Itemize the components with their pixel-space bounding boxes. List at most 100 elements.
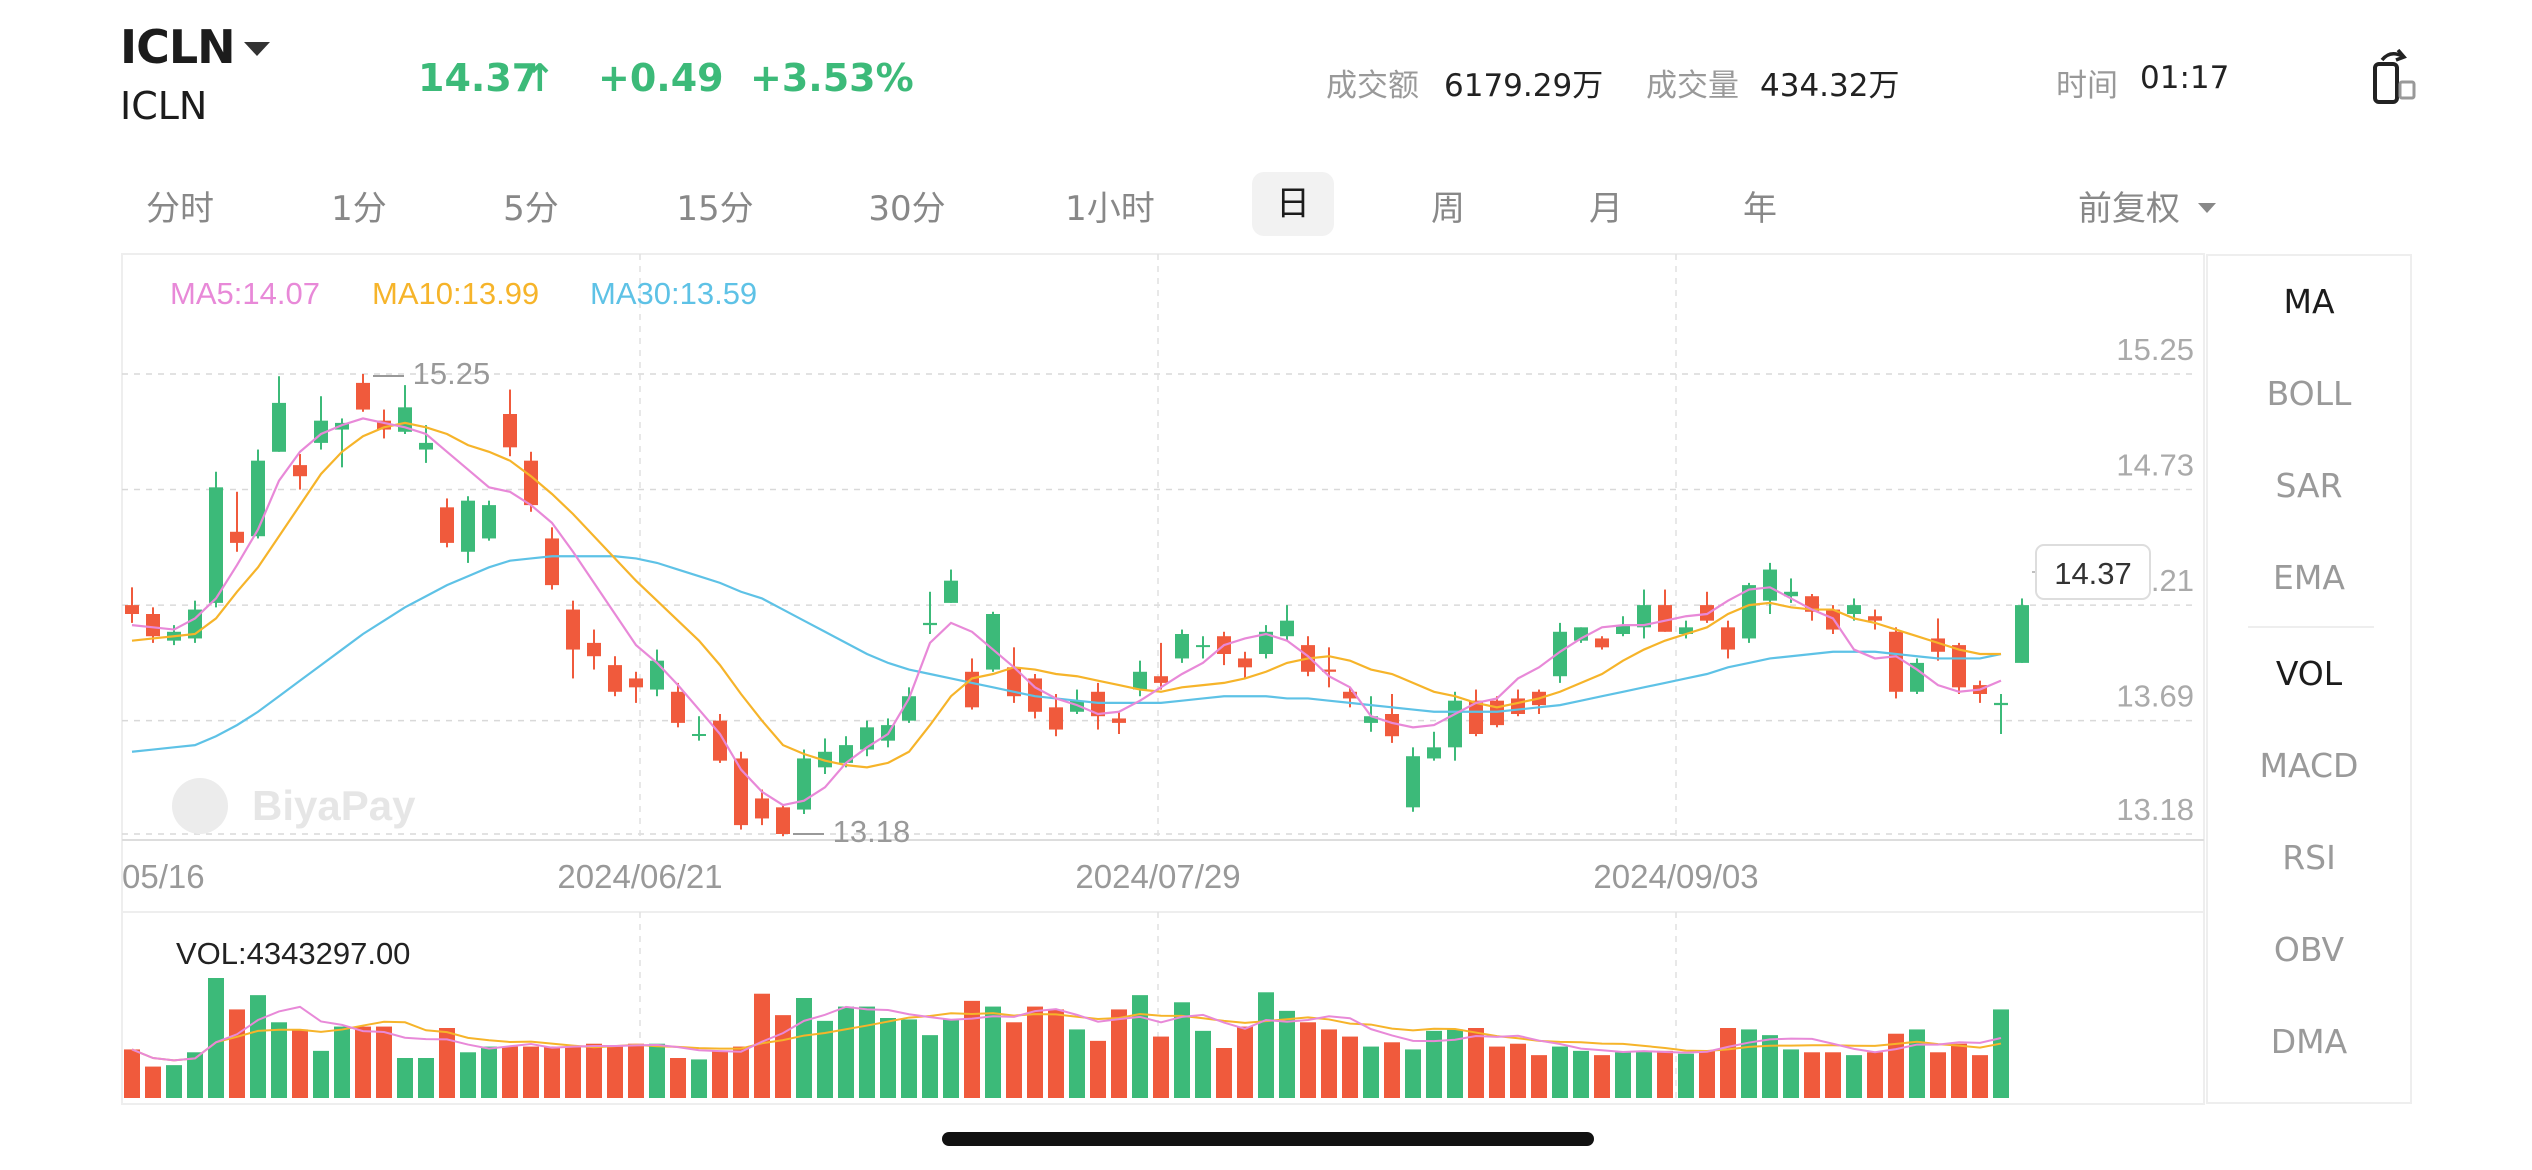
tab-30min[interactable]: 30分 [868,189,946,229]
tab-5min[interactable]: 5分 [503,189,559,229]
candle-body [209,487,223,603]
volume-bar [124,1049,140,1098]
indicator-panel: MA BOLL SAR EMA VOL MACD RSI OBV DMA [2206,254,2412,1104]
candle-body [1406,756,1420,808]
volume-bar [397,1058,413,1098]
symbol-dropdown-caret-icon[interactable] [244,42,270,56]
candle-body [944,580,958,603]
volume-bar [1825,1052,1841,1098]
y-tick-label: 14.73 [2116,448,2194,483]
tab-intraday[interactable]: 分时 [146,189,214,229]
legend-ma10: MA10:13.99 [372,276,539,311]
ma30-line [131,555,2002,753]
rotate-screen-icon[interactable] [2372,48,2416,106]
candle-body [1133,671,1147,690]
legend-ma30: MA30:13.59 [590,276,757,311]
adjust-mode-select[interactable]: 前复权 [2078,189,2180,229]
candle-body [377,420,391,430]
candle-body [419,442,433,450]
volume-bar [670,1058,686,1098]
tab-1min[interactable]: 1分 [331,189,387,229]
volume-bar [1720,1028,1736,1098]
candle-body [566,609,580,650]
volume-value: 434.32万 [1760,68,1900,104]
x-tick-label: 2024/06/21 [557,858,722,895]
candle-body [1784,591,1798,597]
volume-bar [859,1006,875,1098]
tab-week[interactable]: 周 [1431,189,1465,229]
home-indicator [942,1132,1594,1146]
candle-body [1049,707,1063,730]
candle-body [1595,638,1609,648]
indicator-sar[interactable]: SAR [2275,466,2343,505]
symbol-title[interactable]: ICLN [120,20,236,74]
time-value: 01:17 [2140,60,2230,96]
candle-body [1721,627,1735,650]
tab-month[interactable]: 月 [1589,189,1623,229]
ma5-line [131,417,2002,807]
tab-15min[interactable]: 15分 [676,189,754,229]
volume-bar [1552,1046,1568,1098]
volume-bar [1573,1050,1589,1098]
volume-bar [1699,1050,1715,1098]
x-tick-label: 2024/07/29 [1075,858,1240,895]
y-tick-label: 15.25 [2116,332,2194,367]
candle-body [1007,667,1021,697]
volume-bar [1048,1009,1064,1098]
volume-bar [880,1018,896,1098]
indicator-dma[interactable]: DMA [2270,1022,2348,1061]
tab-year[interactable]: 年 [1743,189,1777,229]
candle-body [1154,676,1168,683]
volume-bar [1342,1036,1358,1098]
candle-body [1196,645,1210,648]
candle-body [461,500,475,552]
volume-bar [565,1046,581,1098]
volume-bar [754,993,770,1098]
volume-bar [1153,1036,1169,1098]
candle-body [482,505,496,539]
candle-body [1112,718,1126,723]
volume-bar [355,1026,371,1098]
indicator-macd[interactable]: MACD [2259,746,2359,785]
tab-day[interactable]: 日 [1252,172,1334,236]
indicator-ma[interactable]: MA [2283,282,2335,321]
indicator-obv[interactable]: OBV [2273,930,2345,969]
volume-bar [334,1026,350,1098]
last-price: 14.37 [418,56,539,100]
volume-bar [187,1052,203,1098]
candle-body [839,745,853,763]
price-up-arrow-icon: ↑ [524,56,556,100]
volume-bar [502,1046,518,1098]
y-tick-label: 13.18 [2116,792,2194,827]
low-price-marker: — 13.18 [793,814,910,849]
ma10-line [131,421,2001,769]
volume-bar [838,1006,854,1098]
chevron-down-icon[interactable] [2198,203,2216,213]
candle-body [1364,716,1378,723]
volume-bar [1384,1042,1400,1098]
volume-bar [1027,1006,1043,1098]
indicator-boll[interactable]: BOLL [2266,374,2352,413]
volume-bar [1300,1022,1316,1098]
candle-body [692,734,706,736]
tab-1hour[interactable]: 1小时 [1065,189,1155,229]
indicator-vol[interactable]: VOL [2275,654,2343,693]
volume-bar [1111,1009,1127,1098]
indicator-rsi[interactable]: RSI [2282,838,2336,877]
volume-bar [1006,1022,1022,1098]
volume-bar [1321,1029,1337,1098]
volume-bar [1531,1055,1547,1098]
indicator-ema[interactable]: EMA [2273,558,2345,597]
volume-bar [1132,995,1148,1098]
volume-bar [712,1050,728,1098]
volume-bar [523,1046,539,1098]
candle-body [1679,627,1693,634]
y-tick-label: 13.69 [2116,679,2194,714]
candle-body [1322,669,1336,672]
candle-body [1616,625,1630,634]
volume-bar [313,1050,329,1098]
candle-body [356,382,370,410]
candle-body [734,758,748,826]
volume-bar [1237,1026,1253,1098]
